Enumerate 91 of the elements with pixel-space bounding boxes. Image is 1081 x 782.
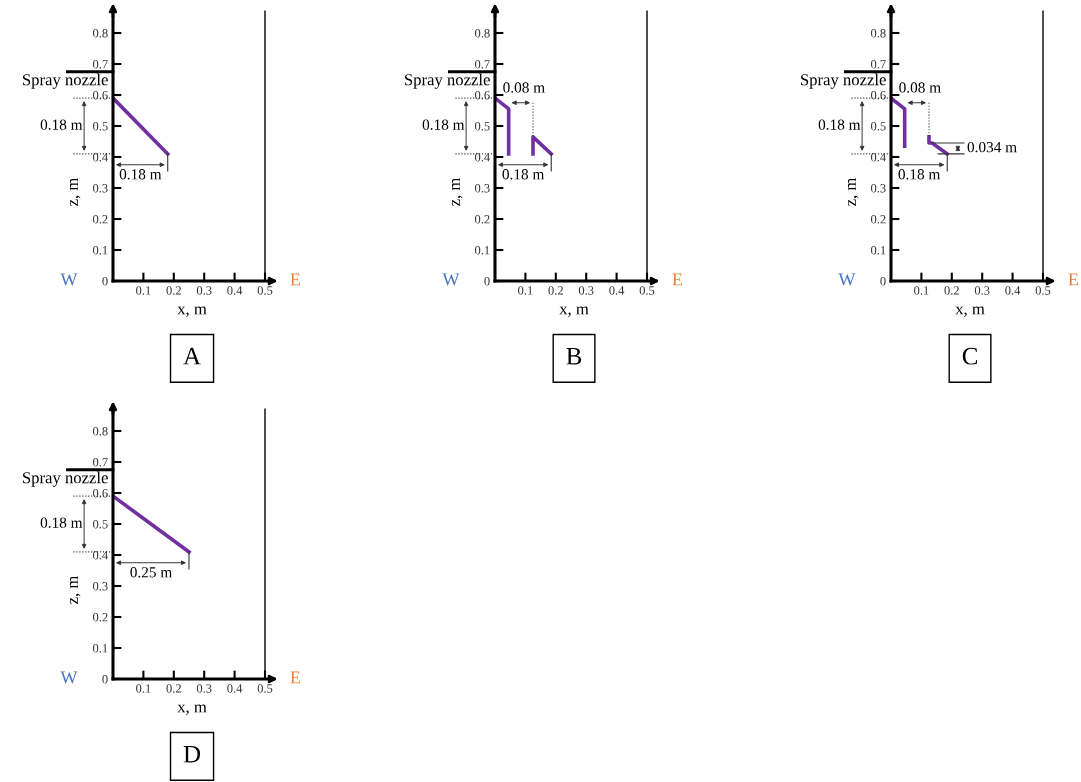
x-tick-label: 0.5 <box>257 684 273 693</box>
y-tick-label: 0.4 <box>92 153 108 162</box>
y-tick-label: 0.1 <box>474 246 490 255</box>
y-tick-label: 0.7 <box>92 458 108 467</box>
y-tick-label: 0.5 <box>92 122 108 131</box>
y-tick-label: 0.3 <box>92 582 108 591</box>
text: Spray nozzle <box>23 471 108 487</box>
x-axis-title: x, m <box>955 306 985 317</box>
y-tick-label: 0.7 <box>474 60 490 69</box>
annotation: 0.25 m <box>130 567 172 578</box>
y-tick-label: 0.2 <box>474 215 490 224</box>
x-axis-title: x, m <box>177 704 207 715</box>
y-tick-label: 0 <box>880 277 886 286</box>
y-tick-label: 0.7 <box>92 60 108 69</box>
text: 0.18 m <box>422 119 465 130</box>
text: E <box>672 273 683 286</box>
annotation: 0.18 m <box>502 169 545 180</box>
y-tick-label: 0.8 <box>92 427 108 436</box>
y-tick-label: 0.2 <box>92 613 108 622</box>
y-tick-label: 0.8 <box>474 29 490 38</box>
x-tick-label: 0.1 <box>136 684 151 693</box>
y-tick-label: 0.1 <box>870 246 886 255</box>
y-tick-label: 0.1 <box>92 246 108 255</box>
y-tick-label: 0.6 <box>92 489 108 498</box>
y-axis-title: z, m <box>847 177 859 206</box>
text: E <box>1068 273 1079 286</box>
y-tick-label: 0.4 <box>870 153 886 162</box>
y-tick-label: 0.5 <box>92 520 108 529</box>
x-tick-label: 0.4 <box>227 684 243 693</box>
y-axis-title: z, m <box>451 177 463 206</box>
y-axis-title: z, m <box>69 177 81 206</box>
annotation: 0.18 m <box>898 169 941 180</box>
text: W <box>838 273 856 286</box>
x-tick-label: 0.3 <box>974 286 990 295</box>
y-tick-label: 0.7 <box>870 60 886 69</box>
y-tick-label: 0.6 <box>870 91 886 100</box>
y-axis-title: z, m <box>69 575 81 604</box>
text: B <box>566 347 582 365</box>
y-tick-label: 0.5 <box>474 122 490 131</box>
y-tick-label: 0.4 <box>92 551 108 560</box>
text: Spray nozzle <box>405 73 490 89</box>
x-tick-label: 0.4 <box>1005 286 1021 295</box>
y-tick-label: 0.4 <box>474 153 490 162</box>
y-tick-label: 0.8 <box>870 29 886 38</box>
x-axis-title: x, m <box>559 306 589 317</box>
text: D <box>183 745 201 763</box>
text: Spray nozzle <box>23 73 108 89</box>
y-tick-label: 0.6 <box>474 91 490 100</box>
text: 0.18 m <box>40 119 83 130</box>
x-tick-label: 0.3 <box>578 286 594 295</box>
annotation: 0.08 m <box>899 82 941 93</box>
text: W <box>60 273 78 286</box>
annotation: 0.08 m <box>503 82 545 93</box>
text: E <box>290 671 301 684</box>
x-tick-label: 0.1 <box>914 286 929 295</box>
x-tick-label: 0.4 <box>609 286 625 295</box>
x-tick-label: 0.2 <box>166 684 181 693</box>
annotation: 0.18 m <box>119 169 162 180</box>
x-axis-title: x, m <box>177 306 207 317</box>
x-tick-label: 0.3 <box>196 286 212 295</box>
y-tick-label: 0.2 <box>92 215 108 224</box>
annotation: 0.034 m <box>967 141 1017 153</box>
y-tick-label: 0 <box>102 277 108 286</box>
x-tick-label: 0.2 <box>944 286 959 295</box>
y-tick-label: 0 <box>484 277 490 286</box>
x-tick-label: 0.5 <box>639 286 655 295</box>
text: 0.18 m <box>40 517 83 528</box>
text: A <box>183 347 201 365</box>
x-tick-label: 0.2 <box>548 286 563 295</box>
y-tick-label: 0.3 <box>870 184 886 193</box>
y-tick-label: 0.8 <box>92 29 108 38</box>
text: W <box>60 671 78 684</box>
y-tick-label: 0.2 <box>870 215 886 224</box>
text: W <box>442 273 460 286</box>
x-tick-label: 0.3 <box>196 684 212 693</box>
x-tick-label: 0.1 <box>136 286 151 295</box>
x-tick-label: 0.2 <box>166 286 181 295</box>
y-tick-label: 0.3 <box>92 184 108 193</box>
text: 0.18 m <box>818 119 861 130</box>
y-tick-label: 0.1 <box>92 644 108 653</box>
text: C <box>962 347 977 365</box>
text: E <box>290 273 301 286</box>
y-tick-label: 0 <box>102 675 108 684</box>
x-tick-label: 0.5 <box>1035 286 1051 295</box>
y-tick-label: 0.6 <box>92 91 108 100</box>
x-tick-label: 0.1 <box>518 286 533 295</box>
y-tick-label: 0.3 <box>474 184 490 193</box>
text: Spray nozzle <box>801 73 886 89</box>
x-tick-label: 0.4 <box>227 286 243 295</box>
y-tick-label: 0.5 <box>870 122 886 131</box>
x-tick-label: 0.5 <box>257 286 273 295</box>
